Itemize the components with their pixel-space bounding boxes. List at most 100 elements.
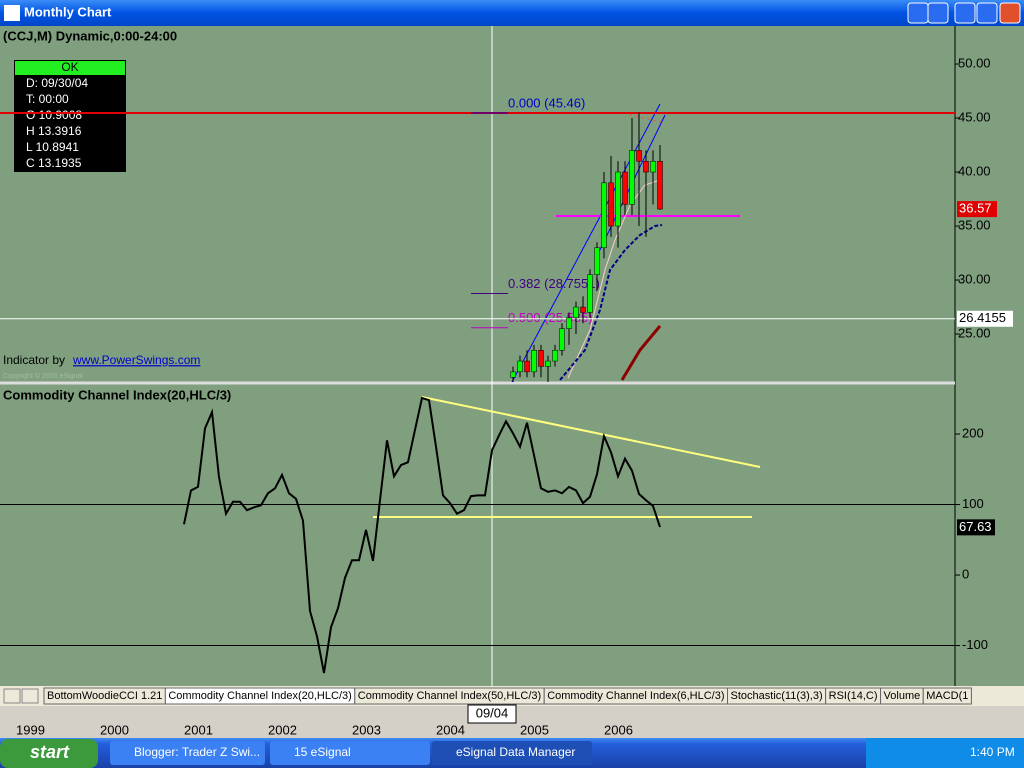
cci-trend-line [421,396,761,468]
minimize-button[interactable] [954,2,976,24]
y-tick-label: 45.00 [958,109,991,124]
candle-body [587,274,593,313]
candle-body [510,371,516,378]
tab-label[interactable]: BottomWoodieCCI 1.21 [47,690,162,702]
cursor-box [14,60,126,172]
tab-scroll[interactable] [3,688,21,704]
cursor-price-bg [957,310,1013,327]
cci-last-bg [957,519,995,536]
candle-body [566,317,572,329]
start-label[interactable]: start [30,742,70,762]
restore-button[interactable] [927,2,949,24]
task-item-label[interactable]: 15 eSignal [294,745,351,759]
window-title: Monthly Chart [24,4,112,19]
candle-body [538,349,544,367]
task-item-label[interactable]: eSignal Data Manager [456,745,575,759]
candle-body [517,360,523,373]
candle-body [552,349,558,362]
system-tray [866,738,1024,768]
copyright: Copyright © 2005 eSignal [3,372,83,380]
candle-body [559,328,565,351]
menu-button[interactable] [907,2,929,24]
x-tick-label: 2006 [604,722,633,737]
moving-average [620,325,662,381]
y-tick-label: 0 [962,566,969,581]
title-bar [0,0,1024,26]
cursor-box-row: T: 00:00 [26,92,69,106]
close-button[interactable] [999,2,1021,24]
candle-body [643,160,649,173]
tab[interactable] [922,687,972,705]
candle-body [615,171,621,227]
y-tick-label: 30.00 [958,271,991,286]
cursor-box-status: OK [61,60,78,74]
chart-header: (CCJ,M) Dynamic,0:00-24:00 [3,28,177,43]
cursor-box-status-bg [15,61,125,75]
cci-title: Commodity Channel Index(20,HLC/3) [3,387,231,402]
tab-label[interactable]: Commodity Channel Index(50,HLC/3) [358,690,541,702]
x-tick-label: 2004 [436,722,465,737]
candle-body [573,306,579,319]
cci-line [183,396,661,674]
credit: Indicator by [3,353,65,367]
cursor-price-label: 26.4155 [959,310,1006,325]
candle-body [636,150,642,162]
y-tick-label: 50.00 [958,55,991,70]
start-button[interactable] [0,739,98,768]
cursor-date: 09/04 [476,705,509,720]
x-tick-label: 2001 [184,722,213,737]
y-tick-label: 40.00 [958,163,991,178]
candle-body [657,160,663,210]
maximize-button[interactable] [976,2,998,24]
candle-body [531,349,537,373]
candle-body [601,182,607,248]
tab-label[interactable]: MACD(1 [926,690,968,702]
candle-body [524,360,530,373]
tab-scroll[interactable] [21,688,39,704]
moving-average [567,179,661,379]
x-tick-label: 2005 [520,722,549,737]
cursor-box-row: D: 09/30/04 [26,76,88,90]
app-icon [4,5,20,21]
task-item[interactable] [110,741,265,765]
tab-label[interactable]: RSI(14,C) [829,690,878,702]
x-tick-label: 2000 [100,722,129,737]
fib-label: 0.500 (25.585) [508,310,593,325]
candle-body [594,247,600,275]
clock: 1:40 PM [970,745,1015,759]
cursor-date-bg [467,704,517,724]
task-item[interactable] [432,741,592,765]
candle-body [545,360,551,367]
last-price-label: 36.57 [959,201,992,216]
cursor-box-row: L 10.8941 [26,140,79,154]
tab-label[interactable]: Commodity Channel Index(20,HLC/3) [168,690,351,702]
candle-body [650,160,656,173]
candle-body [629,150,635,205]
candle-body [608,182,614,227]
x-tick-label: 2003 [352,722,381,737]
x-tick-label: 2002 [268,722,297,737]
y-tick-label: 35.00 [958,217,991,232]
tab-label[interactable]: Volume [884,690,921,702]
candle-body [622,171,628,205]
y-tick-label: 25.00 [958,325,991,340]
y-tick-label: -100 [962,637,988,652]
cci-last-label: 67.63 [959,519,992,534]
tab-label[interactable]: Commodity Channel Index(6,HLC/3) [547,690,724,702]
task-item[interactable] [270,741,430,765]
fib-label: 0.382 (28.7551) [508,276,600,291]
tab-label[interactable]: Stochastic(11(3),3) [731,690,823,702]
chart-background [0,26,1024,686]
moving-average [559,224,663,381]
last-price-bg [957,201,997,218]
cursor-box-row: H 13.3916 [26,124,82,138]
task-item-label[interactable]: Blogger: Trader Z Swi... [134,745,260,759]
y-tick-label: 100 [962,496,984,511]
trend-line [511,103,661,383]
cursor-box-row: C 13.1935 [26,156,82,170]
credit-link[interactable]: www.PowerSwings.com [72,353,200,367]
x-tick-label: 1999 [16,722,45,737]
candle-body [580,306,586,313]
y-tick-label: 200 [962,425,984,440]
